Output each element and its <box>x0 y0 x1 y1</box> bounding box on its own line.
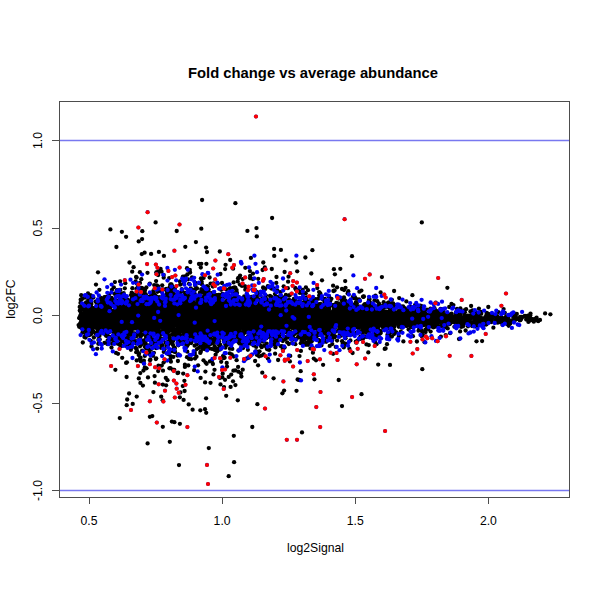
svg-text:log2Signal: log2Signal <box>287 541 344 555</box>
svg-text:0.0: 0.0 <box>31 307 45 324</box>
svg-text:1.5: 1.5 <box>347 514 364 528</box>
svg-text:Fold change vs average abundan: Fold change vs average abundance <box>188 65 438 81</box>
svg-text:0.5: 0.5 <box>31 219 45 236</box>
svg-text:-1.0: -1.0 <box>31 480 45 501</box>
svg-text:-0.5: -0.5 <box>31 392 45 413</box>
svg-text:2.0: 2.0 <box>480 514 497 528</box>
svg-text:0.5: 0.5 <box>81 514 98 528</box>
svg-text:1.0: 1.0 <box>214 514 231 528</box>
svg-text:1.0: 1.0 <box>31 132 45 149</box>
svg-text:log2FC: log2FC <box>4 279 18 318</box>
